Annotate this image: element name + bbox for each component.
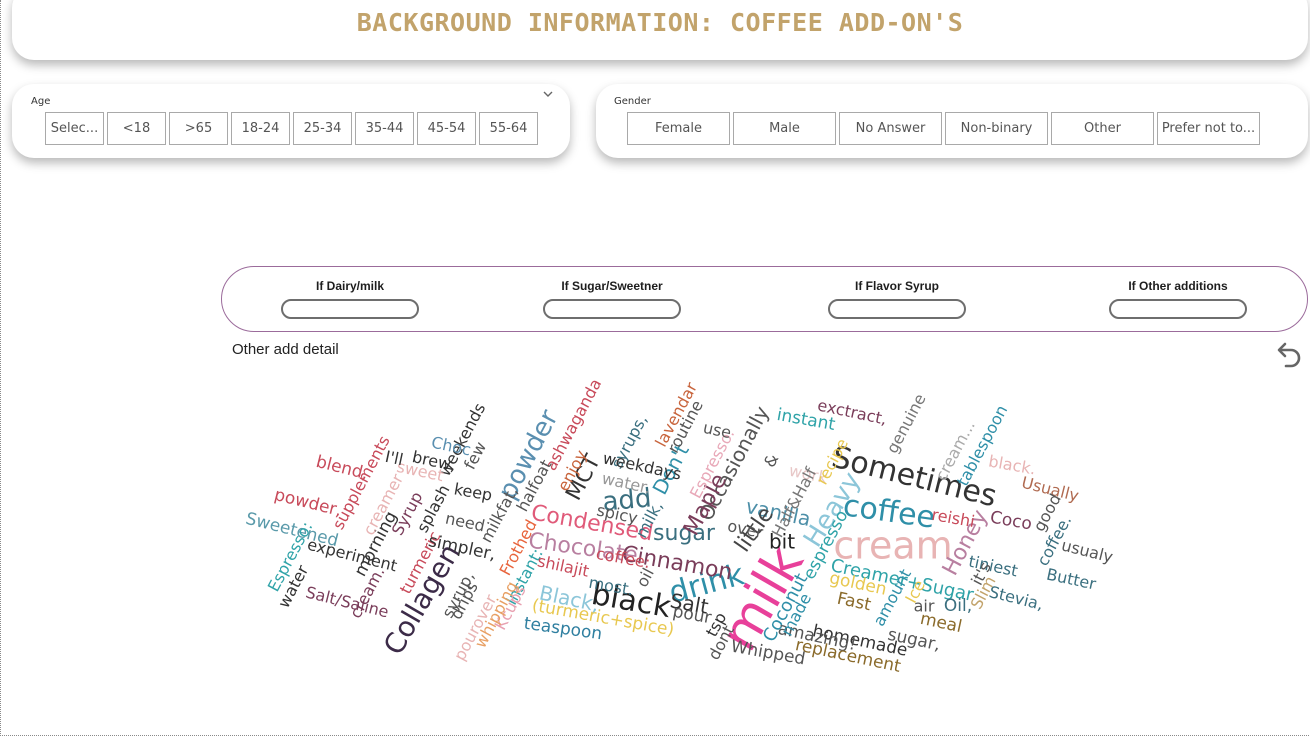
- filter-flavor-syrup-dropdown[interactable]: [828, 299, 966, 319]
- wordcloud-title: Other add detail: [232, 341, 339, 358]
- gender-option-prefer-not-to-say[interactable]: Prefer not to...: [1157, 112, 1260, 145]
- gender-option-other[interactable]: Other: [1051, 112, 1154, 145]
- wordcloud-word[interactable]: genuine: [883, 390, 930, 456]
- wordcloud-word[interactable]: Coco: [989, 508, 1034, 535]
- age-option-18-24[interactable]: 18-24: [231, 112, 290, 145]
- age-option-55-64[interactable]: 55-64: [479, 112, 538, 145]
- chevron-down-icon[interactable]: [542, 88, 554, 100]
- age-option-select-all[interactable]: Selec...: [45, 112, 104, 145]
- undo-icon[interactable]: [1272, 339, 1304, 371]
- filter-sugar-sweetener: If Sugar/Sweetner: [542, 279, 682, 319]
- wordcloud-word[interactable]: Oil,: [944, 596, 972, 616]
- wordcloud-word[interactable]: bit: [769, 530, 795, 554]
- gender-option-non-binary[interactable]: Non-binary: [945, 112, 1048, 145]
- gender-option-no-answer[interactable]: No Answer: [839, 112, 942, 145]
- addition-filter-panel: If Dairy/milk If Sugar/Sweetner If Flavo…: [221, 266, 1308, 332]
- wordcloud-word[interactable]: I'll: [383, 447, 405, 469]
- wordcloud-word[interactable]: need: [444, 509, 487, 536]
- age-option-over-65[interactable]: >65: [169, 112, 228, 145]
- filter-sugar-sweetener-label: If Sugar/Sweetner: [561, 279, 663, 293]
- filter-dairy-milk-label: If Dairy/milk: [315, 279, 385, 293]
- age-option-under-18[interactable]: <18: [107, 112, 166, 145]
- wordcloud-word[interactable]: blend,: [314, 452, 370, 484]
- filter-dairy-milk-dropdown[interactable]: [281, 299, 419, 319]
- wordcloud-word[interactable]: use: [701, 418, 733, 442]
- wordcloud-word[interactable]: add: [601, 483, 652, 517]
- title-card: BACKGROUND INFORMATION: COFFEE ADD-ON'S: [12, 0, 1308, 60]
- wordcloud-word[interactable]: Butter: [1045, 565, 1098, 594]
- filter-other-additions: If Other additions: [1108, 279, 1248, 319]
- gender-slicer: Gender Female Male No Answer Non-binary …: [596, 84, 1308, 158]
- age-slicer: Age Selec... <18 >65 18-24 25-34 35-44 4…: [12, 84, 570, 158]
- wordcloud-word[interactable]: powder,: [272, 485, 344, 521]
- gender-slicer-label: Gender: [614, 96, 651, 107]
- wordcloud-word[interactable]: air: [914, 597, 935, 616]
- filter-sugar-sweetener-dropdown[interactable]: [543, 299, 681, 319]
- gender-option-male[interactable]: Male: [733, 112, 836, 145]
- age-option-25-34[interactable]: 25-34: [293, 112, 352, 145]
- filter-other-additions-label: If Other additions: [1128, 279, 1228, 293]
- wordcloud-word[interactable]: sugar: [653, 521, 716, 546]
- filter-dairy-milk: If Dairy/milk: [280, 279, 420, 319]
- wordcloud-word[interactable]: usualy: [1060, 535, 1115, 566]
- wordcloud-word[interactable]: &: [760, 451, 783, 471]
- filter-flavor-syrup-label: If Flavor Syrup: [854, 279, 940, 293]
- age-option-45-54[interactable]: 45-54: [417, 112, 476, 145]
- wordcloud-word[interactable]: cream: [833, 524, 952, 568]
- wordcloud-word[interactable]: keep: [453, 479, 494, 504]
- age-option-35-44[interactable]: 35-44: [355, 112, 414, 145]
- filter-other-additions-dropdown[interactable]: [1109, 299, 1247, 319]
- gender-option-female[interactable]: Female: [627, 112, 730, 145]
- filter-flavor-syrup: If Flavor Syrup: [827, 279, 967, 319]
- page-title: BACKGROUND INFORMATION: COFFEE ADD-ON'S: [356, 8, 964, 37]
- wordcloud-word[interactable]: black.: [987, 452, 1037, 479]
- age-slicer-label: Age: [31, 96, 51, 107]
